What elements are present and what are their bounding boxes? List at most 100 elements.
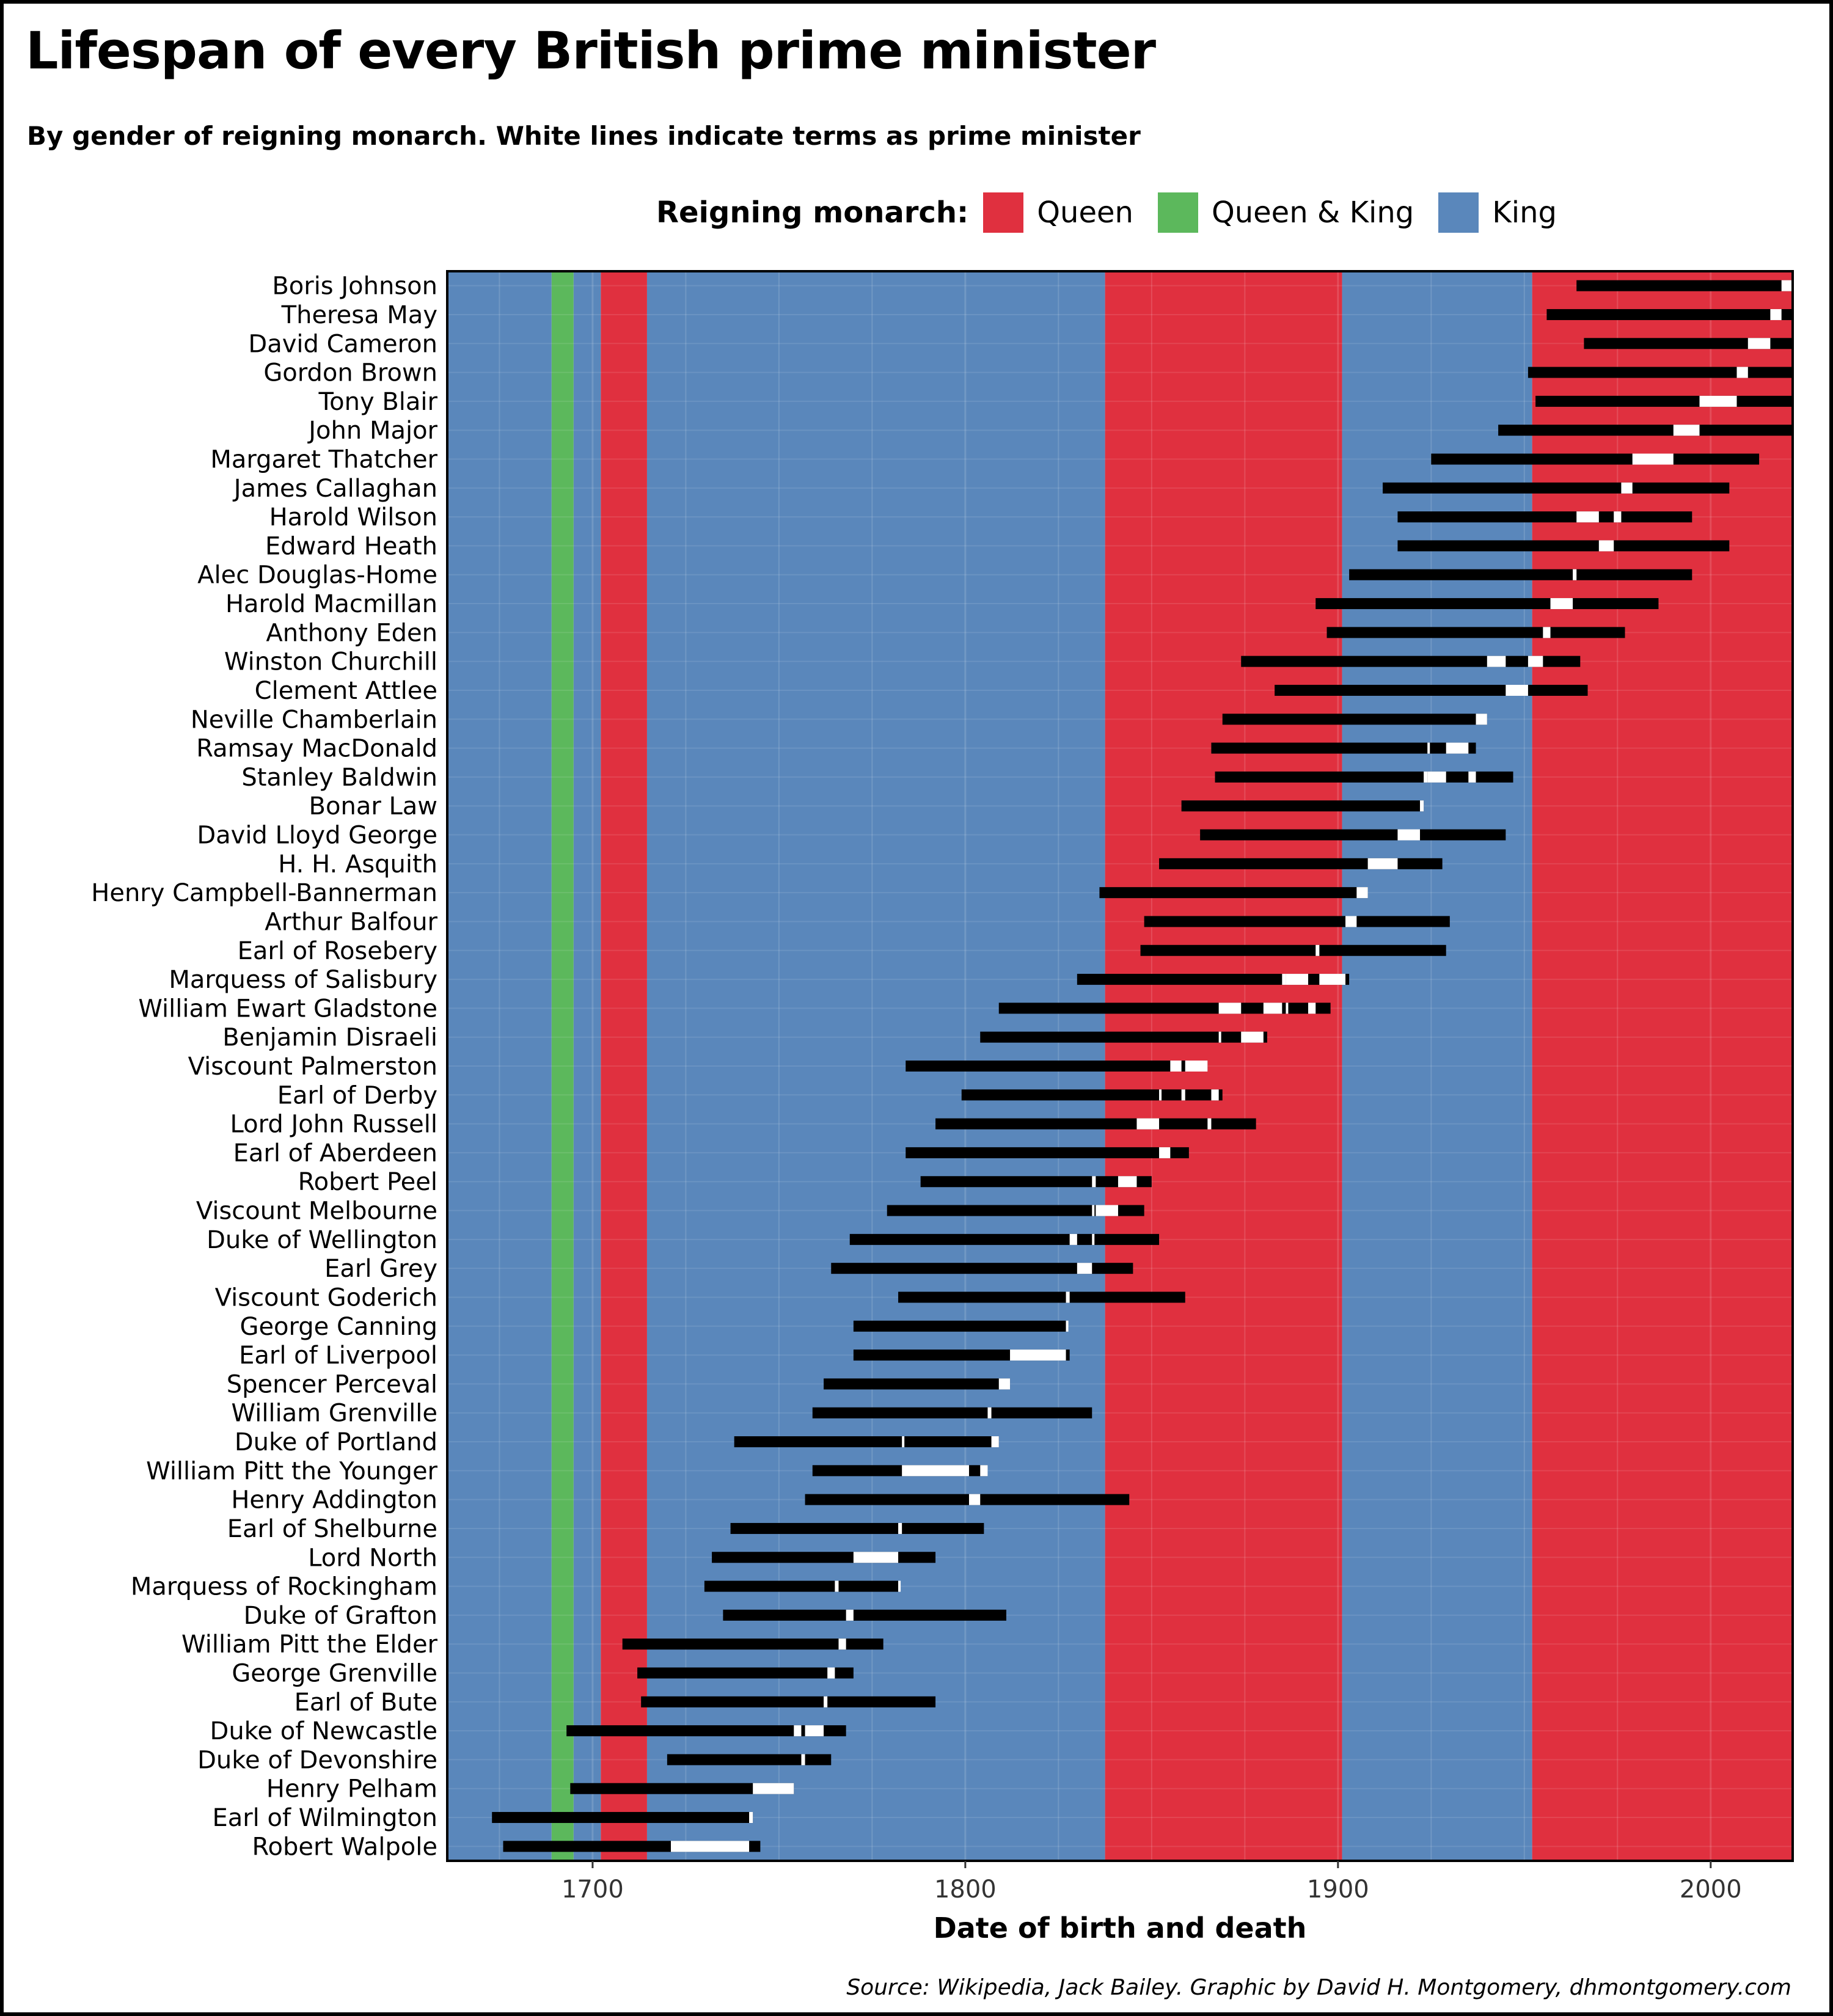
y-tick-label: Duke of Grafton (244, 1602, 437, 1630)
term-segment (1614, 511, 1622, 523)
lifespan-bar (1099, 887, 1368, 899)
term-segment (1476, 714, 1487, 725)
lifespan-bar (887, 1205, 1144, 1216)
lifespan-bar (1326, 627, 1625, 638)
pm-row-george-canning (853, 1320, 1069, 1332)
y-tick-label: H. H. Asquith (278, 850, 437, 878)
x-axis-title: Date of birth and death (934, 1912, 1307, 1945)
pm-row-earl-of-wilmington (492, 1812, 753, 1824)
term-segment (1673, 425, 1700, 436)
lifespan-bar (1383, 482, 1730, 494)
legend-title: Reigning monarch: (656, 195, 969, 230)
pm-row-lord-north (712, 1552, 936, 1563)
y-tick-label: John Major (307, 417, 437, 445)
monarch-band-queen (1532, 271, 1793, 1861)
term-segment (749, 1812, 753, 1824)
pm-row-henry-campbell-bannerman (1099, 887, 1368, 899)
y-tick-label: Duke of Portland (235, 1428, 437, 1456)
pm-row-spencer-perceval (824, 1378, 1011, 1390)
y-tick-label: Duke of Newcastle (210, 1717, 437, 1745)
lifespan-bar (667, 1754, 832, 1766)
pm-row-david-lloyd-george (1200, 829, 1506, 841)
lifespan-bar (1546, 309, 1793, 320)
monarch-band-queen (601, 271, 647, 1861)
term-segment (1207, 1118, 1212, 1130)
pm-row-edward-heath (1397, 540, 1730, 552)
x-tick-label: 1800 (934, 1875, 997, 1904)
term-segment (846, 1609, 854, 1621)
pm-row-clement-attlee (1275, 684, 1588, 696)
term-segment (1118, 1176, 1137, 1188)
term-segment (1356, 887, 1368, 899)
term-segment (1427, 771, 1446, 783)
lifespan-bar (1200, 829, 1506, 841)
lifespan-bar (961, 1089, 1223, 1101)
term-segment (670, 1841, 750, 1852)
term-segment (1367, 858, 1398, 869)
legend-item-queen-and-king: Queen & King (1157, 192, 1414, 233)
y-tick-label: Margaret Thatcher (210, 446, 437, 474)
lifespan-bar (704, 1580, 899, 1592)
term-segment (1506, 684, 1528, 696)
y-tick-label: Duke of Wellington (207, 1226, 437, 1254)
term-segment (1066, 1291, 1070, 1303)
term-segment (1136, 1118, 1160, 1130)
y-tick-label: Earl of Shelburne (227, 1515, 437, 1543)
pm-row-tony-blair (1535, 395, 1793, 407)
lifespan-bar (853, 1320, 1066, 1332)
term-segment (1573, 569, 1577, 580)
y-tick-label: William Pitt the Elder (181, 1631, 438, 1659)
y-tick-label: Harold Macmillan (225, 590, 437, 618)
y-tick-label: Viscount Palmerston (188, 1053, 437, 1081)
pm-row-bonar-law (1181, 800, 1424, 812)
lifespan-bar (920, 1176, 1152, 1188)
lifespan-bar (1584, 338, 1793, 349)
term-segment (998, 1378, 1011, 1390)
pm-row-winston-churchill (1241, 656, 1581, 667)
term-segment (1446, 742, 1469, 754)
pm-row-earl-of-derby (961, 1089, 1223, 1101)
term-segment (1781, 280, 1793, 291)
lifespan-bar (492, 1812, 753, 1824)
term-segment (898, 1522, 902, 1534)
term-segment (1218, 1003, 1242, 1014)
y-tick-label: David Cameron (248, 330, 437, 358)
term-segment (991, 1436, 999, 1448)
term-segment (1528, 656, 1543, 667)
term-segment (1427, 742, 1430, 754)
lifespan-bar (712, 1552, 936, 1563)
term-segment (968, 1494, 981, 1505)
term-segment (1397, 829, 1421, 841)
term-segment (1699, 395, 1737, 407)
pm-row-william-pitt-the-elder (622, 1638, 884, 1650)
term-segment (794, 1725, 802, 1737)
y-tick-label: David Lloyd George (197, 822, 437, 850)
y-tick-label: Harold Wilson (269, 503, 437, 531)
pm-row-benjamin-disraeli (980, 1031, 1267, 1043)
term-segment (1286, 974, 1309, 985)
chart-title: Lifespan of every British prime minister (26, 21, 1156, 81)
term-segment (1424, 771, 1428, 783)
y-tick-label: Duke of Devonshire (197, 1746, 437, 1774)
term-segment (805, 1725, 824, 1737)
lifespan-bar (824, 1378, 1011, 1390)
pm-row-earl-grey (831, 1263, 1133, 1274)
lifespan-bar (849, 1233, 1160, 1245)
lifespan-bar (1431, 453, 1760, 465)
source-caption: Source: Wikipedia, Jack Bailey. Graphic … (846, 1975, 1791, 2000)
legend-label-queen-and-king: Queen & King (1211, 195, 1414, 230)
lifespan-bars (492, 280, 1793, 1852)
chart-subtitle: By gender of reigning monarch. White lin… (27, 121, 1141, 151)
term-segment (1420, 800, 1424, 812)
term-segment (1263, 1003, 1282, 1014)
lifespan-bar (570, 1783, 794, 1794)
pm-row-earl-of-aberdeen (906, 1147, 1189, 1158)
y-tick-label: Winston Churchill (224, 648, 437, 676)
lifespan-bar (1498, 425, 1793, 436)
lifespan-bar (906, 1147, 1189, 1158)
y-tick-label: Lord North (308, 1544, 437, 1572)
y-tick-label: Anthony Eden (266, 619, 437, 647)
pm-row-viscount-palmerston (906, 1061, 1208, 1072)
pm-row-earl-of-liverpool (853, 1349, 1070, 1361)
